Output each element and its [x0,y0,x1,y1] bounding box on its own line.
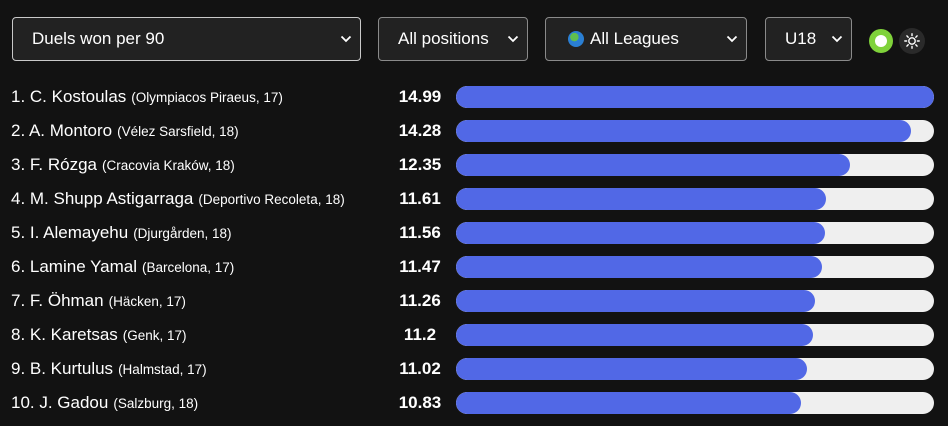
player-rank-name: 10. J. Gadou [11,393,109,412]
leaderboard-row: 9. B. Kurtulus (Halmstad, 17) 11.02 [0,352,948,386]
bar-track [456,188,934,210]
leaderboard-row: 6. Lamine Yamal (Barcelona, 17) 11.47 [0,250,948,284]
bar-track [456,256,934,278]
leaderboard-row: 5. I. Alemayehu (Djurgården, 18) 11.56 [0,216,948,250]
player-name: 6. Lamine Yamal (Barcelona, 17) [11,257,234,277]
position-select-value: All positions [398,29,489,48]
metric-select[interactable]: Duels won per 90 [12,17,361,61]
bar-track [456,222,934,244]
player-club: (Deportivo Recoleta, 18) [198,192,345,207]
league-select[interactable]: All Leagues [545,17,747,61]
player-club: (Halmstad, 17) [118,362,207,377]
player-rank-name: 7. F. Öhman [11,291,104,310]
chevron-down-icon [831,35,843,43]
stat-value: 11.61 [399,189,441,208]
bar-track [456,86,934,108]
stat-value: 14.28 [398,121,442,140]
stat-value: 11.2 [403,325,437,344]
bar-track [456,392,934,414]
theme-toggle-button[interactable] [899,28,925,54]
player-club: (Cracovia Kraków, 18) [102,158,235,173]
bar-fill [456,154,850,176]
player-name: 7. F. Öhman (Häcken, 17) [11,291,186,311]
age-select[interactable]: U18 [765,17,852,61]
toggle-knob [875,35,887,47]
sun-icon [904,33,920,49]
stat-value: 12.35 [398,155,442,174]
bar-track [456,358,934,380]
stat-value: 11.47 [399,257,441,276]
player-club: (Olympiacos Piraeus, 17) [131,90,283,105]
player-club: (Barcelona, 17) [142,260,235,275]
stat-value: 10.83 [398,393,442,412]
player-name: 8. K. Karetsas (Genk, 17) [11,325,187,345]
toggle-switch[interactable] [869,29,893,53]
chevron-down-icon [340,35,352,43]
player-name: 9. B. Kurtulus (Halmstad, 17) [11,359,207,379]
bar-track [456,290,934,312]
bar-fill [456,188,827,210]
chevron-down-icon [507,35,519,43]
player-club: (Salzburg, 18) [113,396,199,411]
leaderboard-row: 1. C. Kostoulas (Olympiacos Piraeus, 17) … [0,80,948,114]
bar-fill [456,120,912,142]
chevron-down-icon [726,35,738,43]
league-select-value: All Leagues [590,29,679,48]
age-select-value: U18 [785,29,817,48]
player-name: 1. C. Kostoulas (Olympiacos Piraeus, 17) [11,87,283,107]
bar-fill [456,324,814,346]
player-rank-name: 6. Lamine Yamal [11,257,137,276]
bar-fill [456,290,816,312]
stat-value: 14.99 [398,87,442,106]
leaderboard-row: 8. K. Karetsas (Genk, 17) 11.2 [0,318,948,352]
leaderboard-row: 2. A. Montoro (Vélez Sarsfield, 18) 14.28 [0,114,948,148]
player-name: 3. F. Rózga (Cracovia Kraków, 18) [11,155,235,175]
player-club: (Djurgården, 18) [133,226,232,241]
stat-value: 11.56 [399,223,441,242]
metric-select-value: Duels won per 90 [32,29,165,48]
leaderboard-row: 4. M. Shupp Astigarraga (Deportivo Recole… [0,182,948,216]
stat-value: 11.02 [399,359,441,378]
player-name: 4. M. Shupp Astigarraga (Deportivo Recole… [11,189,345,209]
leaderboard-row: 3. F. Rózga (Cracovia Kraków, 18) 12.35 [0,148,948,182]
bar-fill [456,392,802,414]
globe-icon [568,31,584,47]
player-rank-name: 2. A. Montoro [11,121,113,140]
player-rank-name: 3. F. Rózga [11,155,97,174]
bar-track [456,324,934,346]
player-club: (Häcken, 17) [108,294,186,309]
player-name: 5. I. Alemayehu (Djurgården, 18) [11,223,231,243]
player-rank-name: 5. I. Alemayehu [11,223,129,242]
player-rank-name: 4. M. Shupp Astigarraga [11,189,194,208]
bar-fill [456,222,825,244]
player-name: 2. A. Montoro (Vélez Sarsfield, 18) [11,121,239,141]
player-name: 10. J. Gadou (Salzburg, 18) [11,393,198,413]
bar-fill [456,86,934,108]
bar-fill [456,358,808,380]
position-select[interactable]: All positions [378,17,528,61]
player-rank-name: 8. K. Karetsas [11,325,118,344]
player-club: (Vélez Sarsfield, 18) [117,124,239,139]
leaderboard-row: 7. F. Öhman (Häcken, 17) 11.26 [0,284,948,318]
bar-track [456,154,934,176]
bar-fill [456,256,822,278]
stat-value: 11.26 [399,291,441,310]
bar-track [456,120,934,142]
player-rank-name: 9. B. Kurtulus [11,359,114,378]
player-club: (Genk, 17) [122,328,187,343]
leaderboard-row: 10. J. Gadou (Salzburg, 18) 10.83 [0,386,948,420]
player-rank-name: 1. C. Kostoulas [11,87,127,106]
